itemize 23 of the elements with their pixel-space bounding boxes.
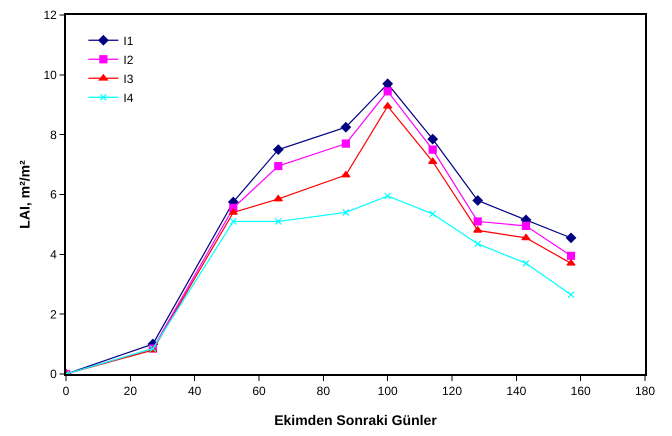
y-tick-label: 10 [43,68,58,82]
y-tick-label: 0 [50,367,58,382]
y-tick-label: 6 [50,188,58,202]
x-tick-label: 60 [252,384,266,398]
legend-label: I1 [123,34,134,48]
y-axis-title: LAI, m²/m² [16,160,33,229]
legend-label: I2 [123,52,134,67]
x-tick-label: 100 [378,384,398,398]
legend-label: I3 [123,72,134,86]
x-tick-label: 140 [506,384,527,398]
legend-label: I4 [123,90,134,105]
x-tick-label: 20 [124,384,138,398]
x-tick-label: 160 [570,384,591,398]
x-tick-label: 120 [442,384,462,398]
x-axis-title: Ekimden Sonraki Günler [274,412,438,428]
x-tick-label: 0 [62,384,70,398]
y-tick-label: 4 [50,248,58,262]
x-tick-label: 80 [316,384,330,398]
x-tick-label: 180 [634,384,656,398]
y-tick-label: 2 [50,307,58,322]
y-tick-label: 12 [43,8,58,22]
y-tick-label: 8 [50,128,58,142]
x-tick-label: 40 [188,384,202,398]
